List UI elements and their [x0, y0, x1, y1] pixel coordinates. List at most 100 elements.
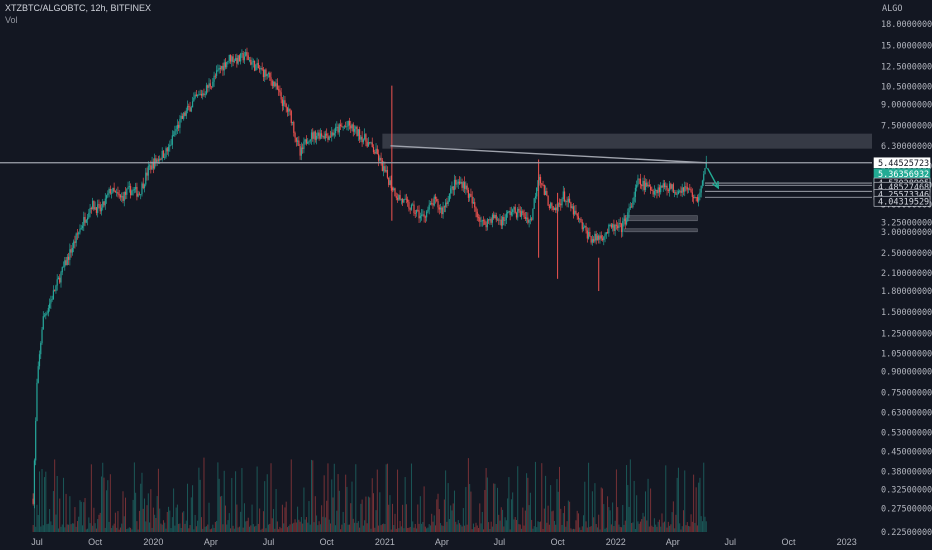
candle-body [204, 93, 206, 95]
time-axis[interactable]: Jul Oct 2020 Apr Jul Oct 2021 Apr Jul Oct 2022 Apr J… [31, 537, 857, 547]
volume-bar [238, 526, 240, 532]
volume-bar [674, 528, 676, 532]
volume-bar [533, 526, 535, 532]
candle-body [102, 201, 104, 208]
volume-bar [453, 490, 455, 532]
candle-body [350, 125, 352, 129]
volume-bar [374, 527, 376, 532]
volume-bar [118, 529, 120, 532]
y-axis-unit-label: ALGO [882, 4, 902, 14]
y-tick-label-13: 2.50000000 [881, 249, 932, 259]
volume-bar [133, 462, 135, 532]
volume-bar [464, 525, 466, 532]
volume-bar [610, 524, 612, 532]
volume-bar [404, 477, 406, 532]
candle-body [693, 196, 695, 199]
candle-body [271, 80, 273, 87]
candle-body [553, 207, 556, 211]
volume-bar [409, 526, 411, 532]
volume-bar [517, 466, 519, 532]
candle-body [419, 215, 421, 219]
candle-body [398, 195, 400, 200]
volume-bar [221, 495, 223, 532]
volume-bar [93, 507, 95, 532]
volume-bar [472, 523, 474, 532]
candle-body [684, 186, 686, 192]
candle-body [351, 124, 353, 129]
candle-body [118, 194, 120, 196]
volume-bar [658, 519, 660, 532]
candle-body [395, 196, 397, 198]
volume-bar [85, 529, 87, 532]
candle-body [591, 239, 593, 243]
volume-bar [631, 522, 633, 532]
candle-body [286, 107, 289, 112]
candle-body [281, 99, 284, 106]
volume-bar [259, 508, 261, 532]
candle-body [501, 216, 504, 226]
candle-body [498, 219, 500, 221]
candle-body [442, 206, 444, 215]
x-tick-label-11: 2022 [606, 537, 626, 547]
candle-body [99, 204, 101, 212]
volume-bar [141, 472, 143, 532]
volume-bar [125, 497, 127, 532]
volume-bar [313, 522, 315, 532]
volume-bar [289, 524, 291, 532]
volume-bar [264, 481, 266, 532]
candle-body [677, 191, 680, 195]
volume-bar [637, 521, 639, 532]
volume-bar [114, 512, 116, 532]
candle-body [280, 92, 282, 100]
candle-body [167, 146, 170, 152]
candle-body [33, 460, 36, 504]
volume-bar [456, 524, 458, 532]
candle-body [601, 238, 604, 241]
candle-body [152, 161, 154, 169]
volume-bar [495, 523, 497, 532]
candle-body [81, 225, 84, 228]
candle-body [219, 68, 222, 69]
candle-body [512, 209, 514, 212]
price-tag-6 [873, 195, 931, 207]
candle-body [666, 185, 668, 190]
volume-bar [294, 519, 296, 532]
volume-bar [519, 524, 521, 532]
candle-body [184, 112, 186, 116]
volume-bar [61, 524, 63, 532]
price-axis[interactable]: 18.00000000 15.00000000 12.50000000 10.5000… [881, 20, 932, 538]
candle-body [637, 178, 639, 185]
candle-body [198, 94, 200, 96]
volume-bar [309, 524, 311, 532]
candle-body [197, 94, 199, 97]
volume-bar [265, 528, 267, 532]
price-tag-value-6: 4.04319529 [878, 197, 929, 207]
candle-body [569, 198, 571, 203]
candle-body [319, 133, 321, 139]
candle-body [445, 202, 447, 208]
candle-body [113, 187, 115, 192]
volume-bar [168, 506, 170, 532]
candle-body [528, 219, 530, 223]
volume-bars [32, 457, 707, 532]
candle-body [377, 154, 380, 161]
candle-body [334, 127, 337, 134]
volume-bar [331, 479, 333, 532]
candle-body [83, 217, 85, 226]
volume-bar [627, 485, 629, 532]
volume-bar [64, 527, 66, 532]
candle-body [642, 180, 644, 187]
candle-body [403, 199, 405, 203]
candle-body [353, 128, 356, 132]
candle-body [412, 204, 414, 206]
volume-bar [410, 463, 412, 532]
candle-body [154, 158, 156, 169]
candle-body [176, 124, 178, 130]
candle-body [193, 97, 195, 102]
volume-bar [445, 470, 447, 532]
drawings [0, 145, 872, 198]
volume-bar [641, 519, 643, 532]
volume-bar [412, 521, 414, 532]
candle-body [466, 185, 468, 191]
